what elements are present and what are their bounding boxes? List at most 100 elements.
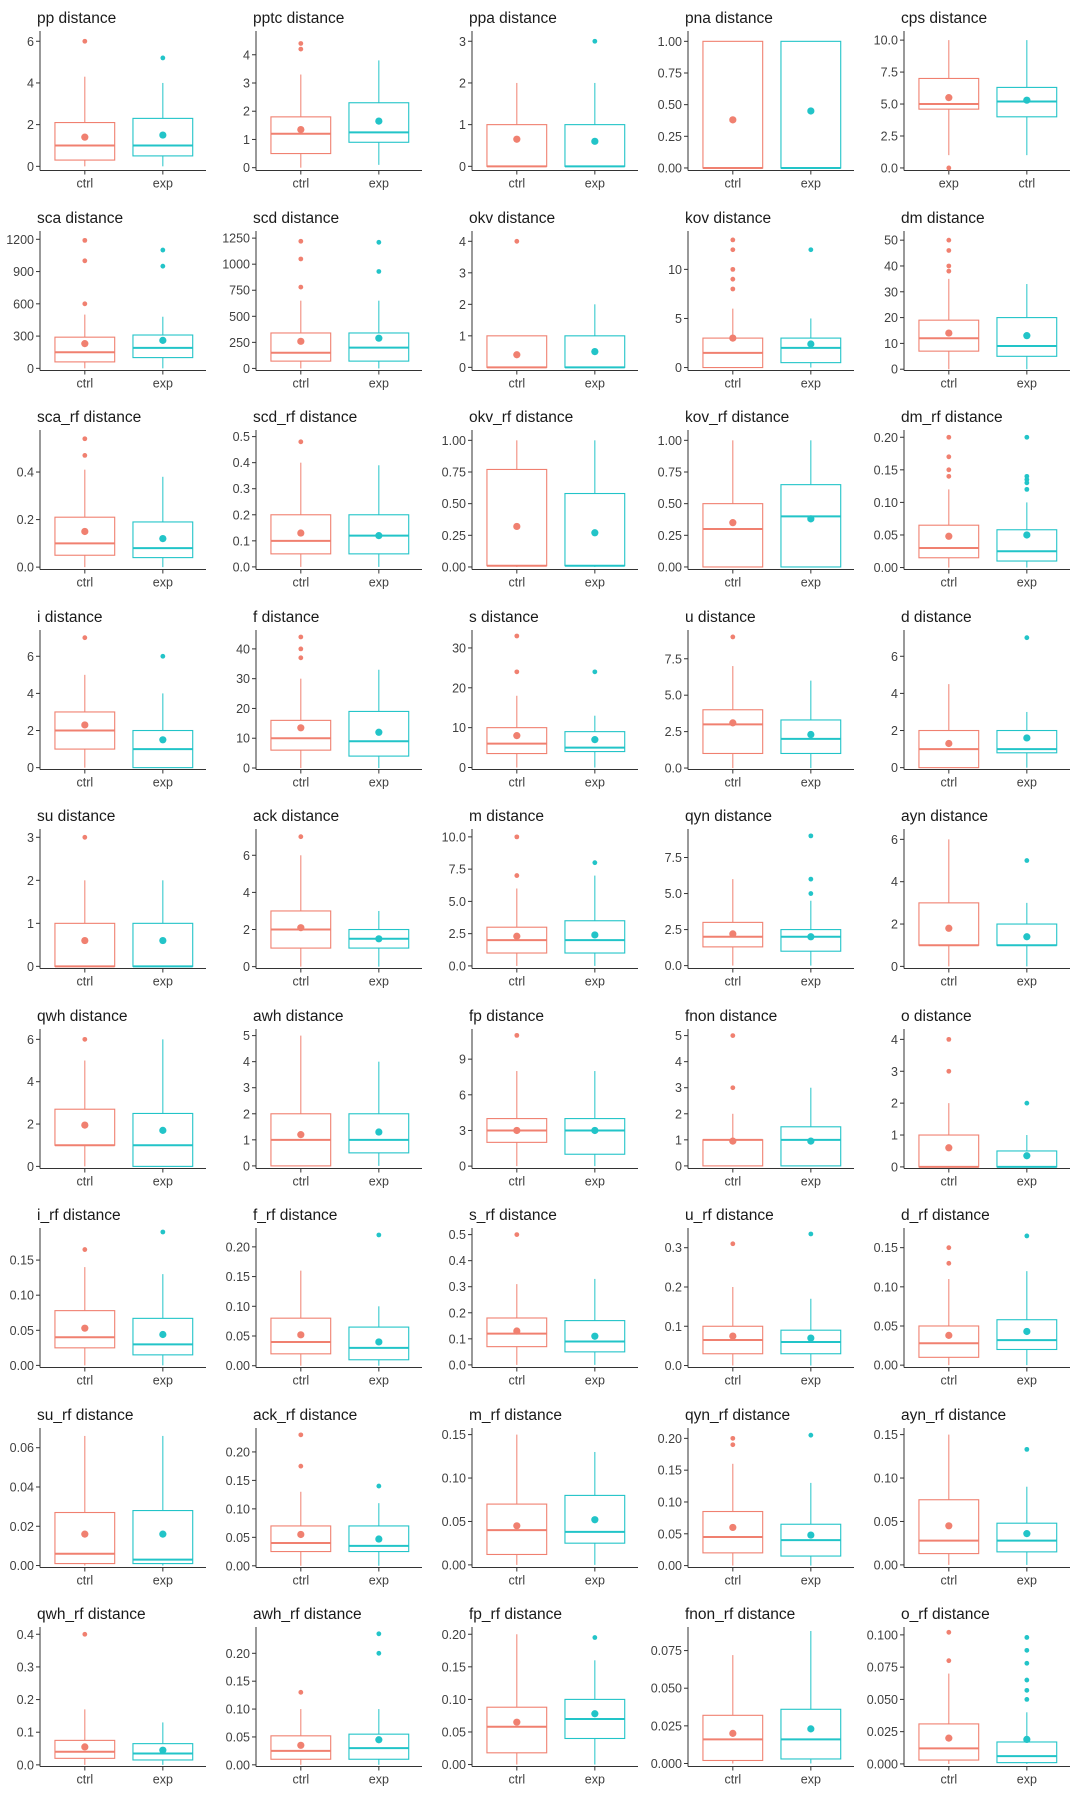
group-exp <box>780 1631 842 1764</box>
mean-point <box>591 529 599 537</box>
x-tick-label: ctrl <box>724 975 741 989</box>
y-tick-label: 0.25 <box>658 130 682 144</box>
y-tick-label: 2 <box>243 105 250 119</box>
iqr-box <box>996 1741 1058 1764</box>
mean-point <box>81 339 89 347</box>
outlier-point <box>592 668 598 674</box>
x-tick-label: ctrl <box>940 576 957 590</box>
y-tick-label: 0.05 <box>226 1530 250 1544</box>
iqr-box <box>780 337 842 363</box>
outlier-point <box>376 1483 382 1488</box>
y-tick-label: 0.05 <box>874 1319 898 1333</box>
panel-title: sca distance <box>37 210 123 227</box>
y-tick-label: 4 <box>243 886 250 900</box>
y-tick-label: 1.00 <box>442 434 466 448</box>
boxplot-panel: awh distance 0 1 2 3 4 5 ctrl exp <box>243 1008 422 1188</box>
outlier-point <box>730 634 736 639</box>
group-ctrl <box>54 1036 116 1166</box>
panel-title: kov distance <box>685 210 771 227</box>
outlier-point <box>376 1650 382 1656</box>
y-tick-label: 0.10 <box>874 496 898 510</box>
mean-point <box>81 1120 89 1129</box>
mean-point <box>729 930 737 938</box>
iqr-box <box>486 1317 548 1348</box>
mean-point <box>375 1338 383 1346</box>
boxplot-panel: f_rf distance 0.00 0.05 0.10 0.15 0.20 ctrl exp <box>226 1207 422 1388</box>
group-ctrl <box>270 834 332 967</box>
mean-point <box>945 94 953 102</box>
mean-point <box>297 1331 305 1339</box>
x-tick-label: ctrl <box>940 1374 957 1388</box>
group-exp <box>132 1435 194 1566</box>
mean-point <box>375 1127 383 1136</box>
group-ctrl <box>486 1434 548 1565</box>
y-tick-label: 2 <box>459 297 466 311</box>
y-tick-label: 40 <box>236 642 250 656</box>
y-tick-label: 0 <box>27 1159 34 1173</box>
y-tick-label: 1 <box>459 329 466 343</box>
boxplot-panel: i distance 0 2 4 6 ctrl exp <box>27 609 206 789</box>
y-tick-label: 750 <box>229 283 250 297</box>
x-tick-label: exp <box>801 376 821 390</box>
group-exp <box>996 1446 1058 1565</box>
outlier-point <box>946 237 952 243</box>
iqr-box <box>564 730 626 752</box>
iqr-box <box>918 524 980 559</box>
x-tick-label: ctrl <box>292 376 309 390</box>
group-ctrl <box>54 1247 116 1366</box>
y-tick-label: 0.5 <box>233 430 250 444</box>
group-ctrl <box>486 1634 548 1765</box>
y-tick-label: 4 <box>459 234 466 248</box>
y-tick-label: 0.20 <box>658 1431 682 1445</box>
iqr-box <box>132 333 194 358</box>
mean-point <box>729 1137 737 1145</box>
outlier-point <box>298 645 304 651</box>
y-tick-label: 0.00 <box>226 1758 250 1772</box>
outlier-point <box>82 257 88 263</box>
x-tick-label: exp <box>585 775 605 789</box>
boxplot-panel: f distance 0 10 20 30 40 ctrl exp <box>236 609 422 789</box>
panel-title: kov_rf distance <box>685 409 789 426</box>
y-tick-label: 4 <box>891 1032 898 1046</box>
y-tick-label: 0.20 <box>226 1445 250 1459</box>
mean-point <box>945 532 953 540</box>
mean-point <box>1023 96 1031 104</box>
outlier-point <box>808 833 814 839</box>
y-tick-label: 0 <box>675 361 682 375</box>
group-ctrl <box>918 1629 980 1764</box>
y-tick-label: 1 <box>459 118 466 132</box>
group-exp <box>564 38 626 168</box>
y-tick-label: 30 <box>884 285 898 299</box>
iqr-box <box>780 718 842 754</box>
group-exp <box>132 55 194 167</box>
outlier-point <box>376 268 382 274</box>
iqr-box <box>780 1708 842 1760</box>
panel-title: f distance <box>253 609 319 626</box>
y-tick-label: 0 <box>243 761 250 775</box>
y-tick-label: 0.20 <box>874 431 898 445</box>
panel-title: u distance <box>685 609 756 626</box>
outlier-point <box>592 1635 598 1640</box>
group-ctrl <box>918 237 980 369</box>
mean-point <box>1023 733 1031 742</box>
y-tick-label: 900 <box>13 265 34 279</box>
x-tick-label: exp <box>153 576 173 590</box>
y-tick-label: 0.1 <box>665 1320 682 1334</box>
iqr-box <box>996 1522 1058 1552</box>
outlier-point <box>514 1232 520 1238</box>
iqr-box <box>702 921 764 948</box>
outlier-point <box>1024 858 1030 863</box>
x-tick-label: ctrl <box>292 576 309 590</box>
group-exp <box>348 60 410 165</box>
y-tick-label: 0.00 <box>874 1558 898 1572</box>
outlier-point <box>1024 1696 1030 1702</box>
outlier-point <box>1024 634 1030 640</box>
mean-point <box>297 924 305 932</box>
y-tick-label: 1.00 <box>658 35 682 49</box>
group-ctrl <box>486 440 548 567</box>
y-tick-label: 10.0 <box>874 34 898 48</box>
y-tick-label: 3 <box>459 35 466 49</box>
y-tick-label: 0 <box>243 1159 250 1173</box>
y-tick-label: 3 <box>459 266 466 280</box>
y-tick-label: 0.05 <box>874 528 898 542</box>
